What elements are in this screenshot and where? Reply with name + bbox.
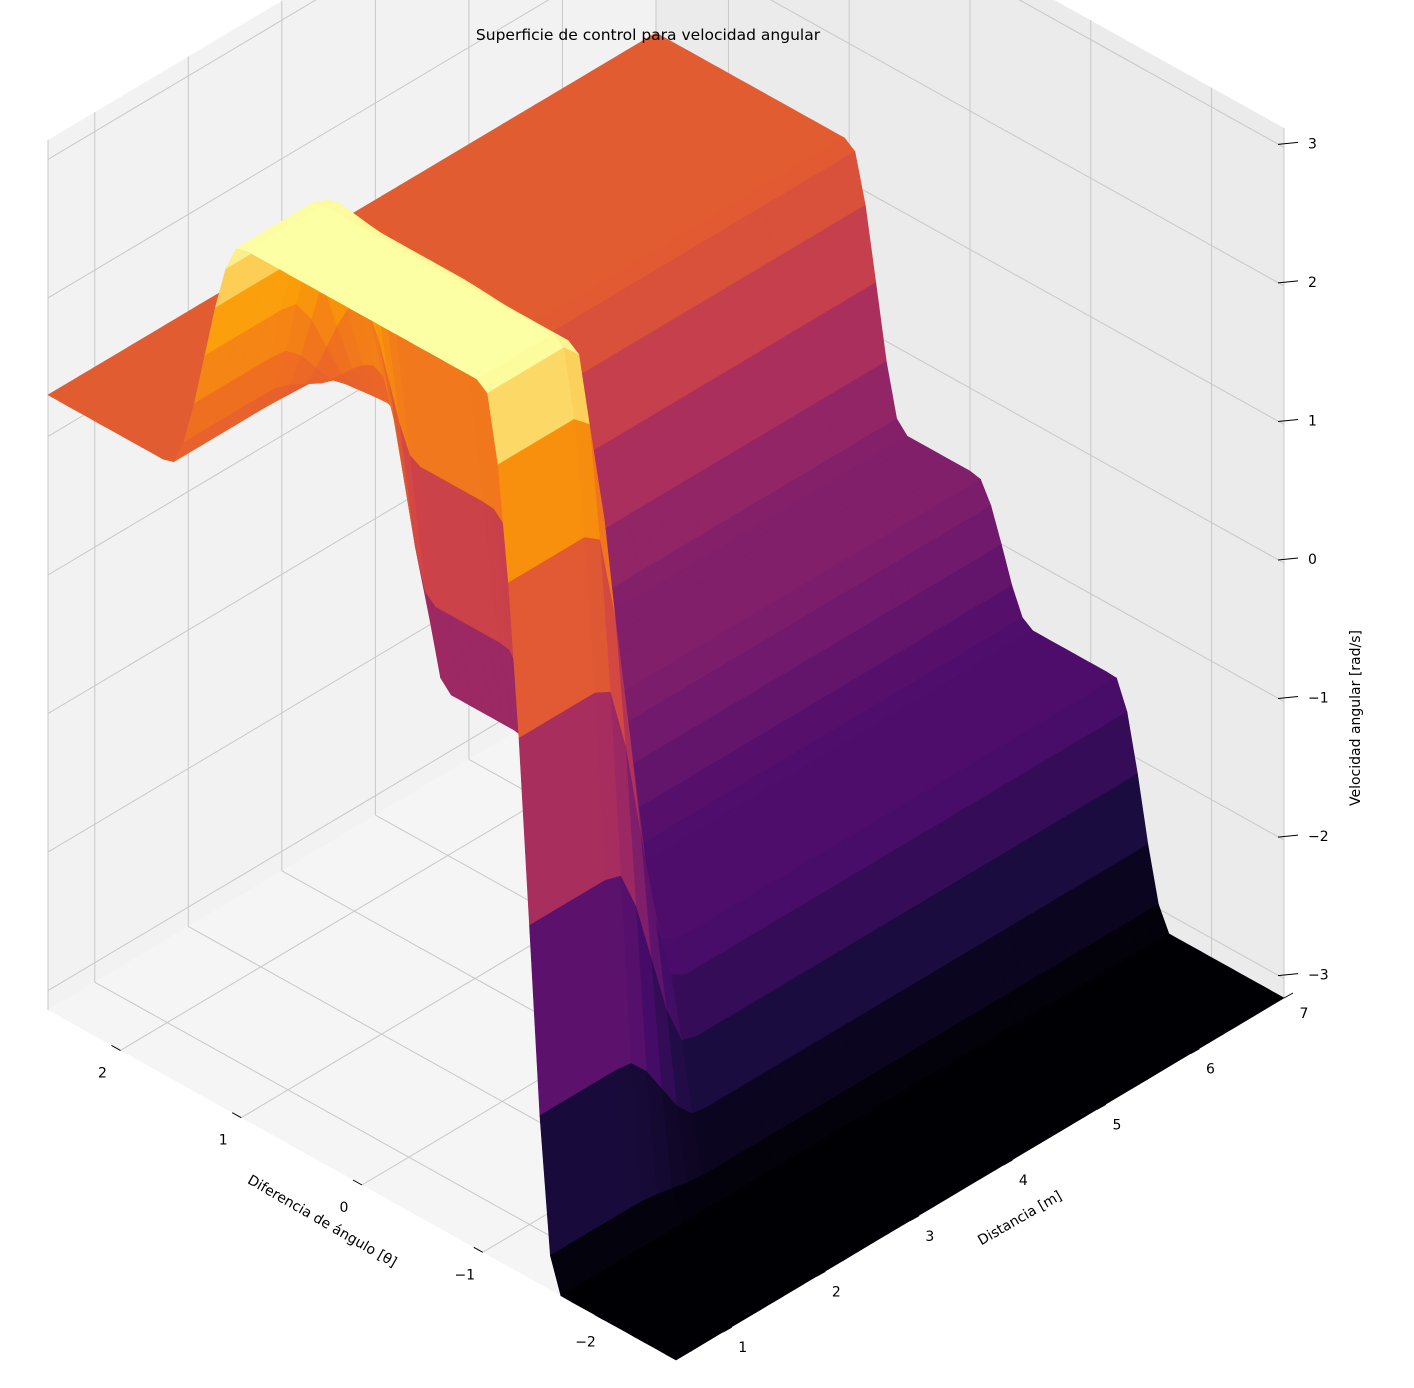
z-tick-mark <box>1277 834 1299 838</box>
surface-patch <box>664 1344 692 1361</box>
y-tick-mark <box>1283 992 1294 999</box>
x-tick-mark <box>352 1179 363 1186</box>
y-tick-label: 6 <box>1206 1062 1215 1078</box>
x-tick-mark <box>594 1314 604 1321</box>
grid-line-z-left <box>47 0 550 299</box>
z-tick-mark <box>1277 418 1299 422</box>
z-tick-label: −3 <box>1308 968 1329 984</box>
y-tick-label: 2 <box>832 1284 841 1300</box>
z-tick-label: 1 <box>1308 413 1317 429</box>
y-tick-label: 5 <box>1112 1117 1121 1133</box>
y-tick-mark <box>722 1326 733 1333</box>
z-tick-mark <box>1277 973 1299 977</box>
x-tick-label: 1 <box>219 1133 228 1149</box>
x-tick-mark <box>231 1112 242 1119</box>
z-tick-label: 2 <box>1308 275 1317 291</box>
y-tick-mark <box>909 1215 920 1222</box>
grid-line-z-right <box>1018 0 1285 148</box>
x-tick-mark <box>111 1044 121 1051</box>
z-tick-label: 0 <box>1308 552 1317 568</box>
x-tick-label: 0 <box>340 1200 349 1216</box>
z-tick-label: −2 <box>1308 829 1329 845</box>
z-tick-mark <box>1277 141 1299 145</box>
z-tick-label: 3 <box>1308 136 1317 152</box>
y-tick-mark <box>1003 1159 1013 1166</box>
x-tick-mark <box>473 1246 484 1253</box>
y-axis-label: Distancia [m] <box>975 1188 1064 1249</box>
y-tick-label: 3 <box>925 1229 934 1245</box>
control-surface <box>47 32 1285 1361</box>
z-tick-mark <box>1277 696 1299 700</box>
z-tick-label: −1 <box>1308 691 1329 707</box>
y-tick-label: 7 <box>1300 1006 1309 1022</box>
z-tick-mark <box>1277 280 1299 284</box>
y-tick-mark <box>1096 1103 1107 1110</box>
grid-line-z-left <box>47 0 317 160</box>
x-tick-label: −2 <box>575 1335 596 1351</box>
chart-title: Superficie de control para velocidad ang… <box>476 26 821 44</box>
y-tick-mark <box>1190 1048 1200 1055</box>
x-tick-label: −1 <box>454 1267 475 1283</box>
z-axis-label: Velocidad angular [rad/s] <box>1348 630 1364 806</box>
y-tick-label: 1 <box>738 1340 747 1356</box>
z-tick-mark <box>1277 557 1299 561</box>
y-tick-mark <box>816 1271 826 1277</box>
x-tick-label: 2 <box>98 1065 107 1081</box>
grid-line-z-right <box>769 0 1285 287</box>
y-tick-label: 4 <box>1019 1173 1028 1189</box>
axis-ticks: 2 1 0 −1 −2 1 2 3 4 5 6 7 3 2 1 0 −1 −2 −3 <box>98 136 1329 1356</box>
